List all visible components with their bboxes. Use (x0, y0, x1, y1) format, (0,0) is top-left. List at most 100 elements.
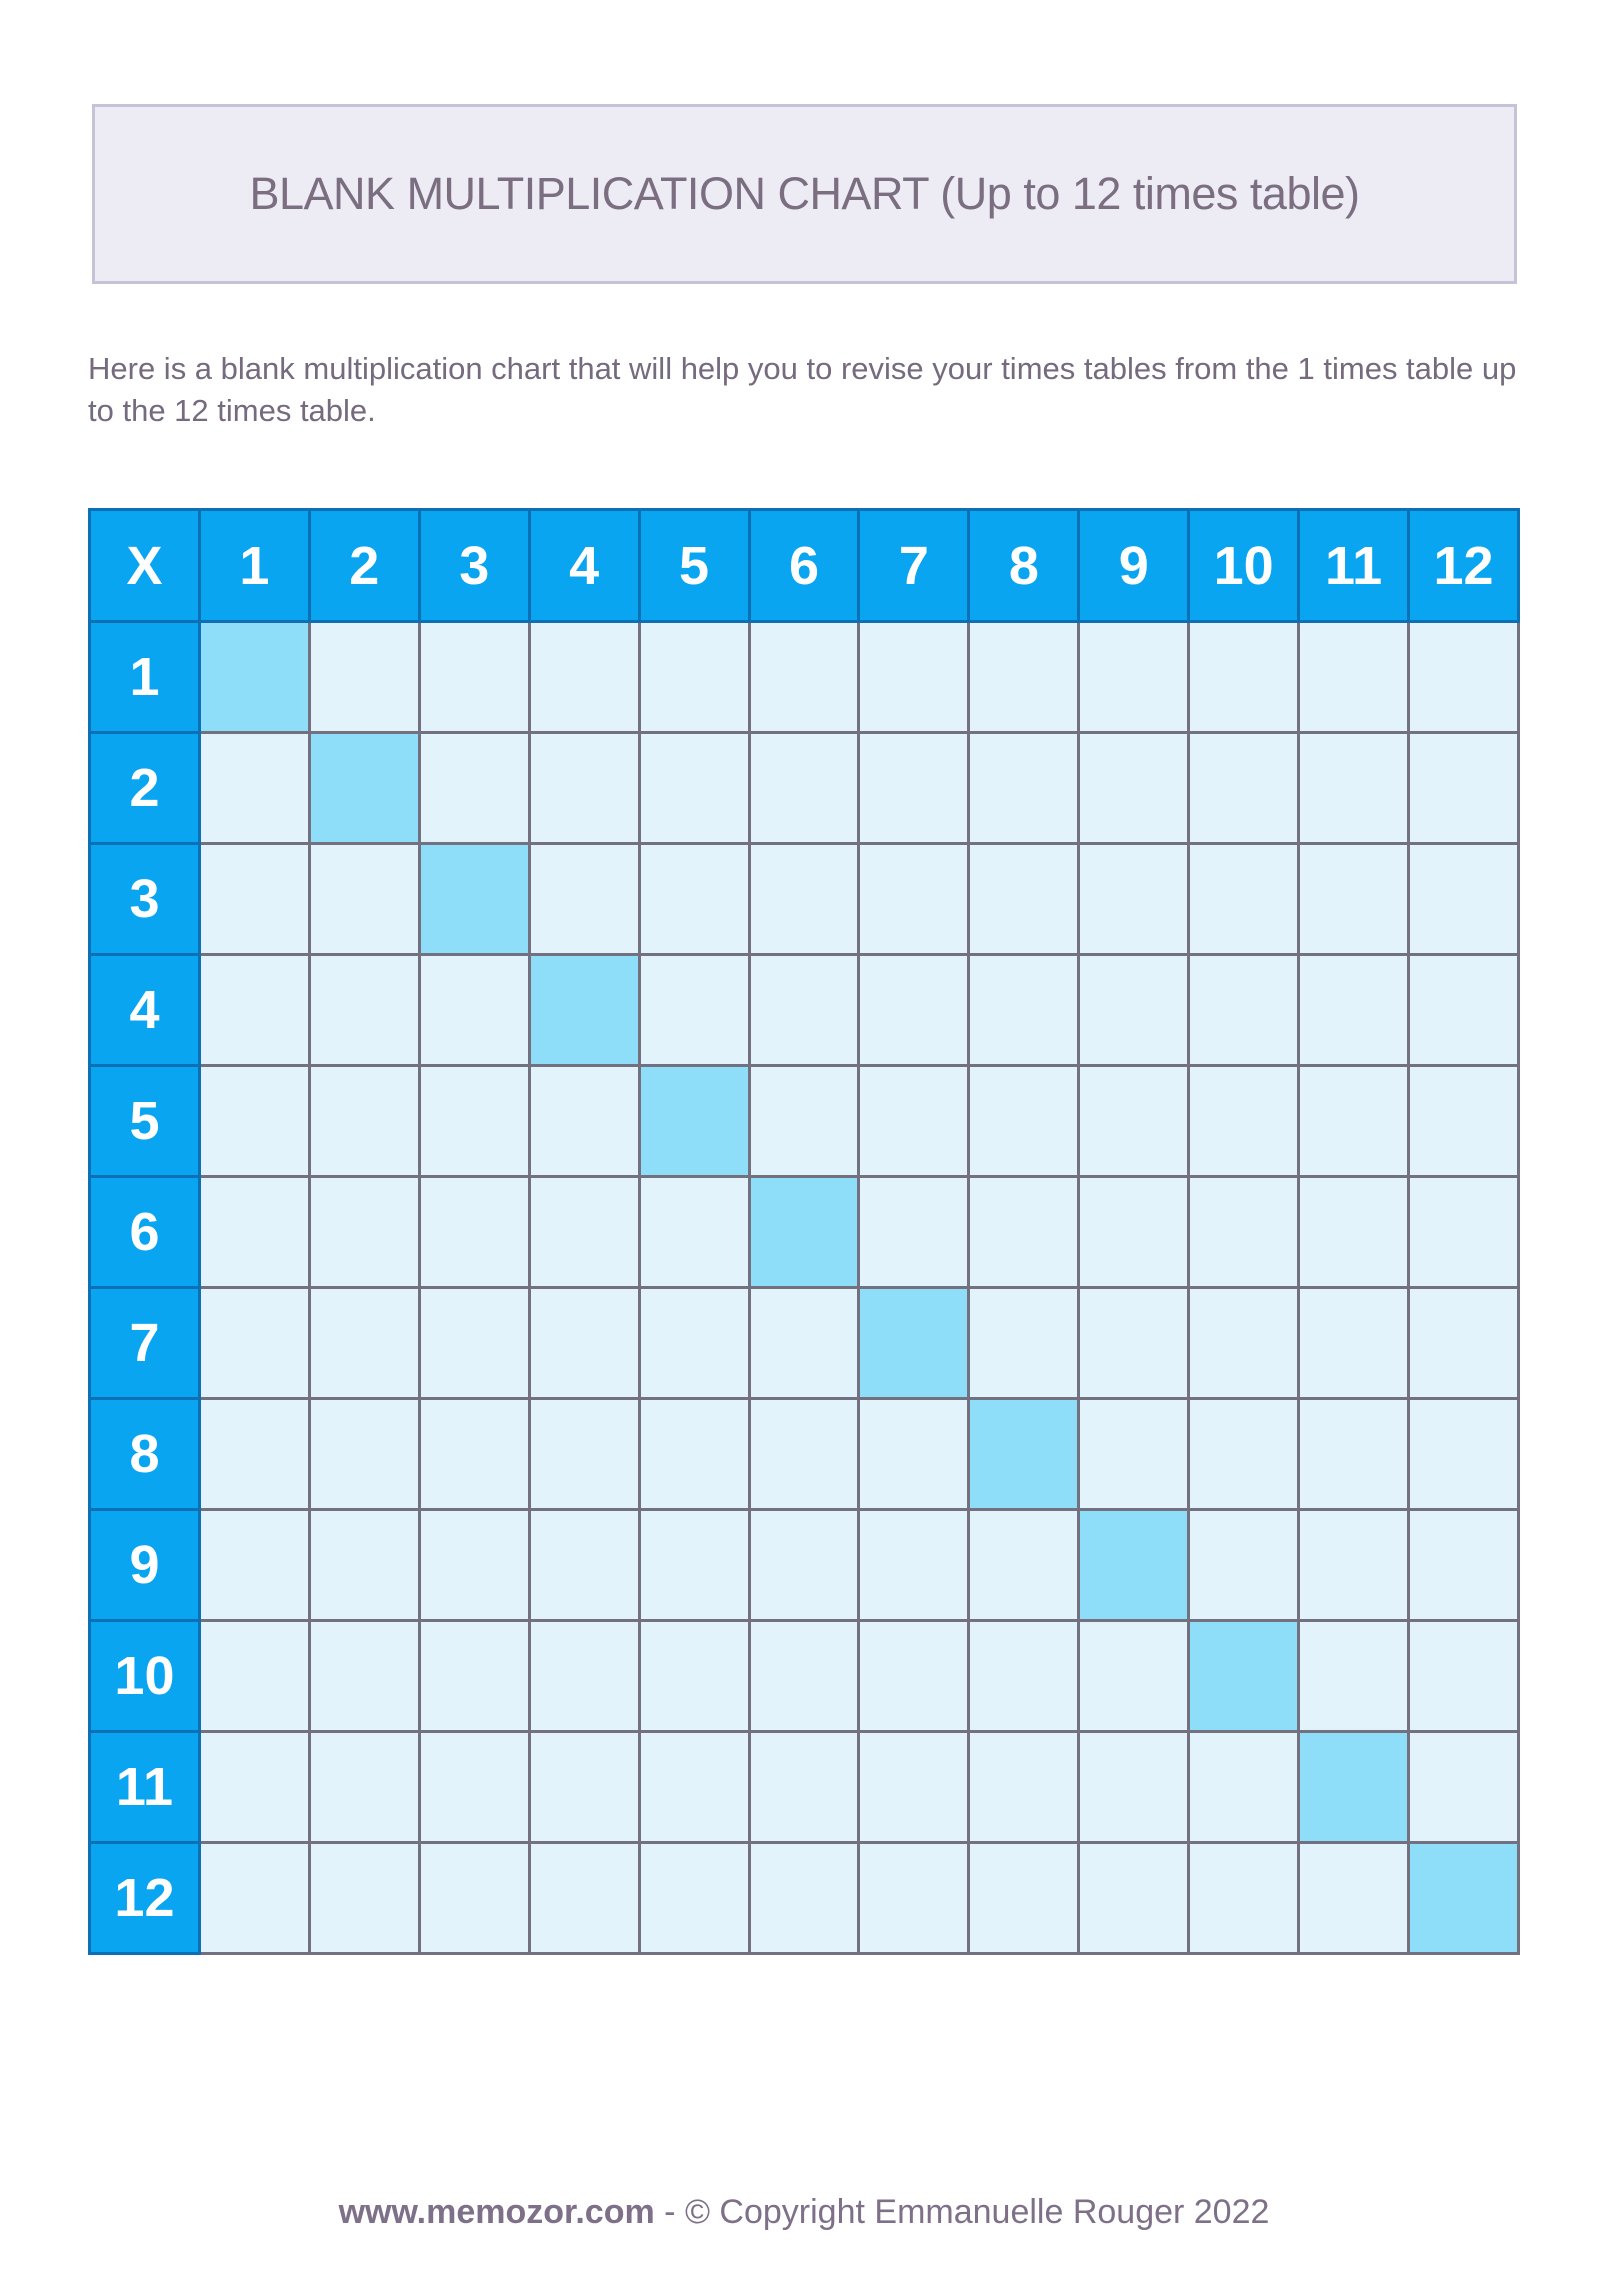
title-box: BLANK MULTIPLICATION CHART (Up to 12 tim… (92, 104, 1517, 284)
table-cell-diagonal (967, 1397, 1081, 1512)
table-cell (747, 1064, 861, 1179)
table-cell (417, 1397, 531, 1512)
table-cell (857, 731, 971, 846)
table-cell (1297, 1397, 1411, 1512)
table-cell (1077, 1397, 1191, 1512)
table-cell (197, 1619, 311, 1734)
table-cell (857, 1508, 971, 1623)
table-cell (1407, 1397, 1520, 1512)
table-row: 10 (88, 1619, 1520, 1734)
table-cell (1407, 953, 1520, 1068)
table-cell (1297, 1286, 1411, 1401)
table-cell (197, 1064, 311, 1179)
table-cell (417, 1841, 531, 1956)
table-cell (967, 1175, 1081, 1290)
table-cell-diagonal (857, 1286, 971, 1401)
table-cell (307, 1730, 421, 1845)
table-cell (307, 1841, 421, 1956)
table-cell (637, 1730, 751, 1845)
table-corner-cell: X (88, 508, 201, 624)
table-cell (1187, 1508, 1301, 1623)
table-cell (527, 620, 641, 735)
table-row: 11 (88, 1730, 1520, 1845)
table-cell-diagonal (1407, 1841, 1520, 1956)
table-row: 1 (88, 620, 1520, 735)
table-cell (1187, 1286, 1301, 1401)
table-cell (1297, 731, 1411, 846)
table-cell (967, 1286, 1081, 1401)
table-cell (1187, 731, 1301, 846)
table-cell (197, 1730, 311, 1845)
table-cell (1407, 1508, 1520, 1623)
row-header-cell: 10 (88, 1619, 201, 1734)
column-header-cell: 3 (417, 508, 531, 624)
row-header-cell: 12 (88, 1841, 201, 1956)
footer: www.memozor.com - © Copyright Emmanuelle… (0, 2193, 1608, 2232)
table-cell (1077, 731, 1191, 846)
column-header-cell: 1 (197, 508, 311, 624)
intro-text: Here is a blank multiplication chart tha… (88, 351, 1517, 429)
table-header-row: X 1 2 3 4 5 6 7 8 9 10 11 12 (88, 508, 1520, 624)
table-cell (527, 1397, 641, 1512)
multiplication-table: X 1 2 3 4 5 6 7 8 9 10 11 12 1 2 3 4 5 6 7 8 9 10 11 12 (88, 508, 1520, 1956)
table-cell (1077, 953, 1191, 1068)
table-cell (637, 1508, 751, 1623)
table-cell (527, 1730, 641, 1845)
table-cell (1187, 1397, 1301, 1512)
table-row: 9 (88, 1508, 1520, 1623)
table-cell (527, 1175, 641, 1290)
table-cell (1407, 1286, 1520, 1401)
table-cell (417, 1508, 531, 1623)
table-cell (747, 731, 861, 846)
table-cell (967, 842, 1081, 957)
table-row: 2 (88, 731, 1520, 846)
table-cell (637, 731, 751, 846)
table-cell-diagonal (417, 842, 531, 957)
table-cell-diagonal (197, 620, 311, 735)
table-cell (417, 1175, 531, 1290)
table-cell (1077, 1175, 1191, 1290)
table-cell (307, 1175, 421, 1290)
table-cell (307, 842, 421, 957)
table-cell (197, 953, 311, 1068)
table-cell (417, 1064, 531, 1179)
table-cell (527, 1508, 641, 1623)
table-cell (307, 1508, 421, 1623)
table-cell (1407, 1730, 1520, 1845)
table-cell (747, 1730, 861, 1845)
table-row: 8 (88, 1397, 1520, 1512)
table-cell (527, 1286, 641, 1401)
column-header-cell: 10 (1187, 508, 1301, 624)
table-cell (1187, 1730, 1301, 1845)
table-cell (857, 620, 971, 735)
table-cell (197, 842, 311, 957)
table-cell (967, 1064, 1081, 1179)
footer-site-link[interactable]: www.memozor.com (338, 2193, 655, 2232)
table-row: 5 (88, 1064, 1520, 1179)
table-cell (527, 1841, 641, 1956)
table-cell (857, 1175, 971, 1290)
table-cell (967, 1508, 1081, 1623)
table-row: 3 (88, 842, 1520, 957)
table-cell (747, 1619, 861, 1734)
table-cell (1297, 842, 1411, 957)
table-cell (417, 1619, 531, 1734)
table-cell (417, 731, 531, 846)
table-header: X 1 2 3 4 5 6 7 8 9 10 11 12 (88, 508, 1520, 624)
table-cell (747, 1397, 861, 1512)
table-cell (1077, 842, 1191, 957)
table-cell (637, 1286, 751, 1401)
column-header-cell: 11 (1297, 508, 1411, 624)
table-cell (1077, 1841, 1191, 1956)
column-header-cell: 6 (747, 508, 861, 624)
table-cell (857, 1397, 971, 1512)
table-cell (857, 953, 971, 1068)
row-header-cell: 3 (88, 842, 201, 957)
table-cell (307, 1397, 421, 1512)
table-cell (1297, 1841, 1411, 1956)
table-cell (637, 1841, 751, 1956)
table-cell (1297, 1064, 1411, 1179)
table-cell (1297, 1508, 1411, 1623)
table-cell (1187, 1841, 1301, 1956)
row-header-cell: 2 (88, 731, 201, 846)
